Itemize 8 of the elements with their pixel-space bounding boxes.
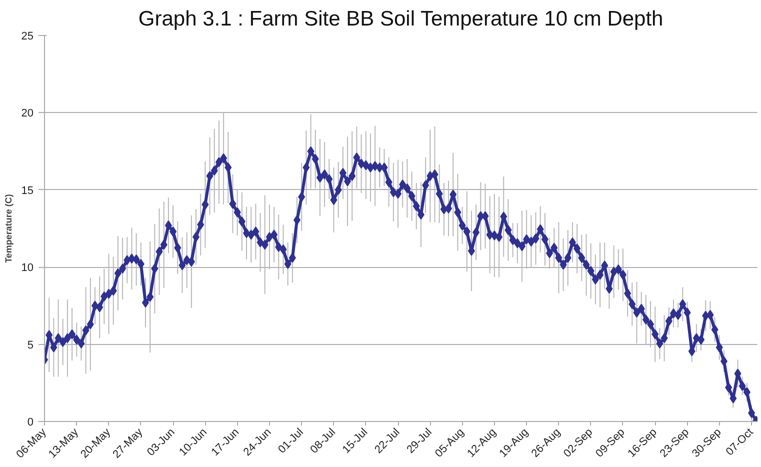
y-tick-label: 0	[27, 416, 34, 428]
y-tick-label: 15	[21, 184, 34, 197]
chart-title: Graph 3.1 : Farm Site BB Soil Temperature 10 cm Depth	[138, 8, 664, 30]
y-tick-label: 5	[27, 339, 34, 352]
y-axis-title: Temperature (C)	[3, 194, 14, 263]
y-tick-label: 20	[21, 108, 34, 120]
y-tick-label: 25	[21, 30, 34, 42]
y-tick-label: 10	[21, 262, 34, 274]
